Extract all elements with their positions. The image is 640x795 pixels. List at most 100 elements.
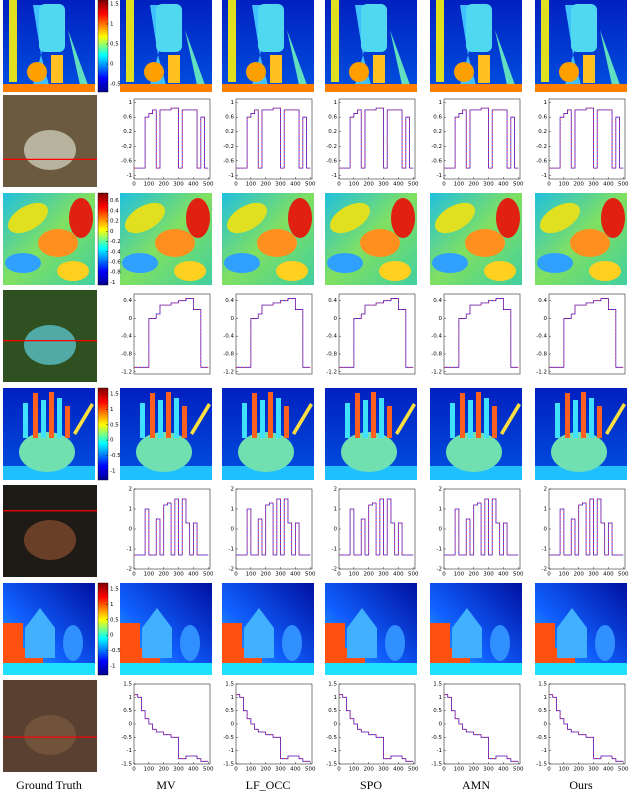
y-tick-label: -1.2 bbox=[536, 369, 547, 375]
x-tick-label: 0 bbox=[234, 572, 238, 578]
depth-region bbox=[478, 55, 490, 83]
y-tick-label: 2 bbox=[544, 487, 548, 493]
depth-region bbox=[355, 393, 360, 438]
column-label: AMN bbox=[462, 778, 490, 792]
y-tick-label: 1.5 bbox=[538, 682, 547, 688]
depth-region bbox=[605, 403, 626, 435]
x-tick-label: 200 bbox=[158, 572, 169, 578]
depth-region bbox=[3, 84, 95, 92]
y-tick-label: 1 bbox=[439, 695, 443, 701]
depth-map bbox=[325, 0, 417, 92]
depth-region bbox=[140, 403, 145, 438]
y-tick-label: 1.5 bbox=[433, 682, 442, 688]
depth-region bbox=[496, 198, 520, 238]
depth-map bbox=[120, 583, 212, 675]
x-tick-label: 400 bbox=[290, 767, 301, 773]
x-tick-label: 0 bbox=[442, 572, 446, 578]
depth-region bbox=[270, 55, 282, 83]
depth-region bbox=[535, 84, 627, 92]
depth-region bbox=[246, 62, 266, 82]
depth-region bbox=[371, 392, 376, 438]
y-tick-label: -0.4 bbox=[121, 334, 132, 340]
y-tick-label: -1 bbox=[437, 173, 442, 179]
y-tick-label: 1.5 bbox=[328, 682, 337, 688]
x-tick-label: 300 bbox=[173, 767, 184, 773]
y-tick-label: -1 bbox=[437, 547, 442, 553]
x-tick-label: 500 bbox=[513, 767, 524, 773]
depth-region bbox=[9, 0, 17, 82]
x-tick-label: 400 bbox=[393, 572, 404, 578]
ground-truth-line bbox=[549, 107, 624, 169]
x-tick-label: 500 bbox=[408, 182, 419, 188]
y-tick-label: 0 bbox=[129, 316, 133, 322]
depth-region bbox=[430, 466, 522, 480]
ground-truth-line bbox=[339, 107, 414, 169]
ground-truth-line bbox=[236, 694, 311, 762]
y-tick-label: 1 bbox=[439, 507, 443, 513]
colorbar-tick-label: 0.4 bbox=[110, 208, 119, 214]
x-tick-label: 500 bbox=[408, 572, 419, 578]
y-tick-label: 1.5 bbox=[123, 682, 132, 688]
y-tick-label: 1 bbox=[231, 695, 235, 701]
depth-region bbox=[454, 62, 474, 82]
x-tick-label: 200 bbox=[260, 767, 271, 773]
ground-truth-line bbox=[549, 298, 624, 368]
depth-region bbox=[573, 400, 578, 438]
depth-region bbox=[595, 625, 615, 661]
colorbar-tick-label: 0.5 bbox=[110, 42, 119, 48]
plot-frame bbox=[338, 293, 416, 375]
depth-region bbox=[8, 202, 48, 234]
y-tick-label: 1 bbox=[544, 695, 548, 701]
depth-region bbox=[385, 625, 405, 661]
x-tick-label: 400 bbox=[188, 767, 199, 773]
x-tick-label: 100 bbox=[349, 182, 360, 188]
depth-region bbox=[65, 406, 70, 438]
y-tick-label: -1.5 bbox=[223, 762, 234, 768]
colorbar-tick-label: 1.5 bbox=[110, 2, 119, 8]
x-tick-label: 200 bbox=[573, 767, 584, 773]
colorbar-tick-label: -1 bbox=[110, 280, 115, 286]
x-tick-label: 300 bbox=[275, 572, 286, 578]
depth-region bbox=[565, 393, 570, 438]
y-tick-label: 0 bbox=[129, 527, 133, 533]
depth-region bbox=[155, 229, 195, 257]
depth-map bbox=[535, 583, 627, 675]
depth-region bbox=[182, 406, 187, 438]
depth-region bbox=[436, 0, 444, 82]
x-tick-label: 400 bbox=[603, 182, 614, 188]
x-tick-label: 100 bbox=[454, 767, 465, 773]
y-tick-label: 2 bbox=[129, 487, 133, 493]
depth-region bbox=[3, 623, 43, 675]
depth-region bbox=[120, 623, 160, 675]
depth-region bbox=[345, 403, 350, 438]
y-tick-label: 2 bbox=[439, 487, 443, 493]
depth-region bbox=[158, 400, 163, 438]
depth-region bbox=[597, 406, 602, 438]
depth-region bbox=[347, 608, 377, 658]
depth-region bbox=[244, 608, 274, 658]
x-tick-label: 400 bbox=[393, 182, 404, 188]
colorbar-tick-label: 0.2 bbox=[110, 219, 119, 225]
depth-region bbox=[224, 253, 260, 273]
depth-map bbox=[120, 388, 212, 480]
depth-region bbox=[583, 55, 595, 83]
depth-region bbox=[57, 398, 62, 438]
x-tick-label: 300 bbox=[483, 767, 494, 773]
plot-frame bbox=[548, 683, 626, 765]
y-tick-label: -0.8 bbox=[223, 352, 234, 358]
depth-region bbox=[452, 608, 482, 658]
depth-region bbox=[360, 229, 400, 257]
depth-region bbox=[186, 198, 210, 238]
colorbar-tick-label: 0.5 bbox=[110, 422, 119, 428]
x-tick-label: 200 bbox=[260, 572, 271, 578]
depth-map bbox=[3, 0, 95, 92]
y-tick-label: -2 bbox=[542, 567, 547, 573]
x-tick-label: 100 bbox=[246, 182, 257, 188]
x-tick-label: 100 bbox=[454, 572, 465, 578]
x-tick-label: 400 bbox=[603, 767, 614, 773]
depth-region bbox=[276, 261, 308, 281]
y-tick-label: -0.5 bbox=[223, 735, 234, 741]
colorbar-tick-label: -0.8 bbox=[110, 270, 121, 276]
y-tick-label: -2 bbox=[437, 567, 442, 573]
y-tick-label: -1 bbox=[332, 547, 337, 553]
